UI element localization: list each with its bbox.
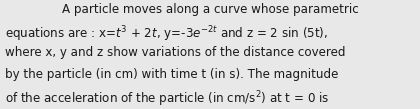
- Text: by the particle (in cm) with time t (in s). The magnitude: by the particle (in cm) with time t (in …: [5, 68, 339, 81]
- Text: where x, y and z show variations of the distance covered: where x, y and z show variations of the …: [5, 46, 346, 59]
- Text: equations are : x=$t^3$ + 2$t$, y=-3$e^{-2t}$ and z = 2 sin (5t),: equations are : x=$t^3$ + 2$t$, y=-3$e^{…: [5, 24, 328, 44]
- Text: of the acceleration of the particle (in cm/s$^2$) at t = 0 is: of the acceleration of the particle (in …: [5, 89, 329, 109]
- Text: A particle moves along a curve whose parametric: A particle moves along a curve whose par…: [62, 3, 358, 16]
